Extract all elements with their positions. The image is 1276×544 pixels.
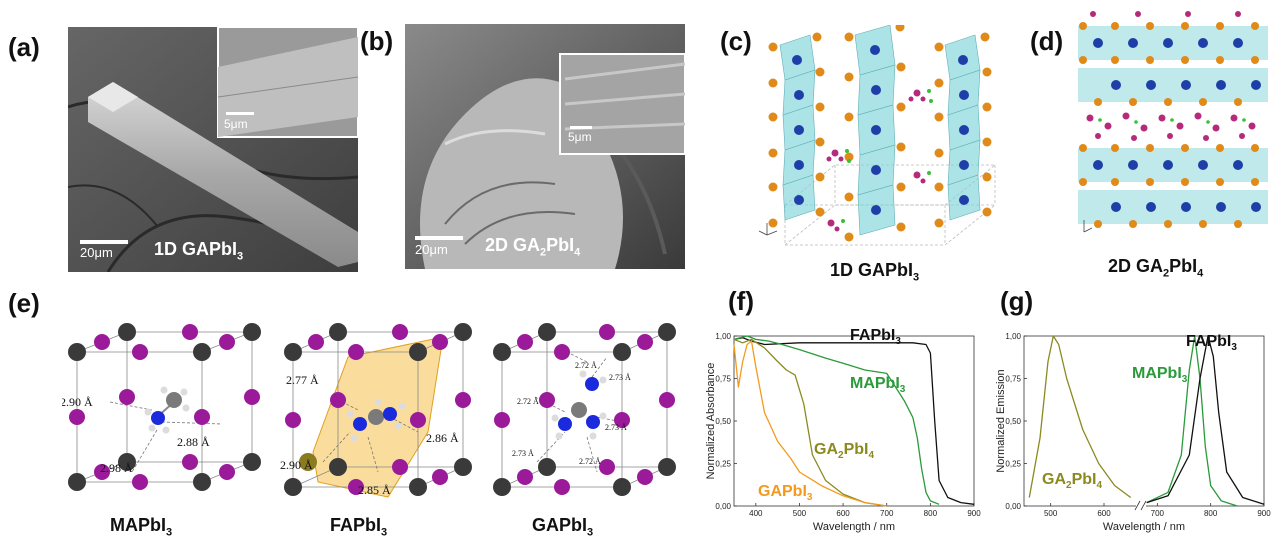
- y-tick-label: 0,00: [715, 502, 731, 511]
- scale-bar-inset-a: 5μm: [224, 117, 248, 131]
- series-label-ga2pbi4: GA2PbI4: [1042, 471, 1102, 491]
- distance-label: 2.90 Å: [62, 395, 93, 409]
- distance-label: 2.88 Å: [177, 435, 210, 449]
- panel-label-e: (e): [8, 288, 40, 318]
- x-tick-label: 600: [1097, 509, 1111, 518]
- scale-bar-main-b: 20μm: [415, 242, 448, 257]
- series-label-fapbi3: FAPbI3: [1186, 333, 1237, 353]
- series-line-ga2: [733, 338, 887, 507]
- x-tick-label: 700: [880, 509, 894, 518]
- structure-mapbi3-drawing: 2.90 Å 2.88 Å 2.98 Å: [60, 323, 261, 491]
- series-line-gapbi3: [733, 340, 887, 507]
- distance-label: 2.72 Å: [579, 457, 601, 466]
- sem-label-a: 1D GAPbI3: [154, 239, 244, 263]
- distance-label: 2.73 Å: [512, 449, 534, 458]
- y-tick-label: 0,25: [1005, 460, 1021, 469]
- distance-label: 2.73 Å: [609, 373, 631, 382]
- caption-1d-gapbi3: 1D GAPbI3: [830, 260, 920, 284]
- distance-label: 2.72 Å: [517, 397, 539, 406]
- series-line-ga2: [1028, 335, 1132, 499]
- panel-label-f: (f): [728, 286, 754, 316]
- axis-break-icon: [1134, 500, 1147, 511]
- x-tick-label: 800: [1204, 509, 1218, 518]
- y-tick-label: 0,00: [1005, 502, 1021, 511]
- series-line-mapbi3: [1146, 335, 1238, 507]
- x-tick-label: 400: [749, 509, 763, 518]
- x-tick-label: 900: [1257, 509, 1271, 518]
- y-tick-label: 0,50: [1005, 417, 1021, 426]
- distance-label: 2.72 Å: [575, 361, 597, 370]
- scale-bar-main-a: 20μm: [80, 245, 113, 260]
- panel-label-a: (a): [8, 32, 40, 62]
- y-axis-label: Normalized Emission: [995, 369, 1007, 472]
- series-label-mapbi3: MAPbI3: [1132, 365, 1188, 385]
- axes-indicator-d: [1083, 220, 1093, 233]
- series-label-fapbi3: FAPbI3: [850, 327, 901, 347]
- distance-label: 2.73 Å: [605, 423, 627, 432]
- crystal-structure-2d: [1078, 11, 1268, 233]
- sem-image-1d-gapbi3: 20μm 5μm 1D GAPbI3: [68, 27, 358, 272]
- x-axis-label: Wavelength / nm: [1103, 521, 1185, 533]
- distance-label: 2.98 Å: [100, 461, 133, 475]
- scale-bar-inset-b: 5μm: [568, 130, 592, 144]
- structure-fapbi3: 2.77 Å 2.86 Å 2.90 Å 2.85 Å: [278, 322, 483, 512]
- y-tick-label: 1,00: [1005, 332, 1021, 341]
- x-tick-label: 800: [924, 509, 938, 518]
- y-tick-label: 0,25: [715, 460, 731, 469]
- sem-image-1d-drawing: [68, 27, 358, 272]
- distance-label: 2.85 Å: [358, 483, 391, 497]
- caption-2d-ga2pbi4: 2D GA2PbI4: [1108, 256, 1204, 280]
- series-label-mapbi3: MAPbI3: [850, 375, 906, 395]
- caption-gapbi3: GAPbI3: [532, 515, 594, 539]
- x-tick-label: 900: [967, 509, 981, 518]
- series-line-mapbi3: [733, 335, 940, 505]
- emission-chart: 500 600 700 800 900 0,00 0,25 0,50 0,75 1,00 Wave…: [990, 318, 1272, 536]
- distance-label: 2.77 Å: [286, 373, 319, 387]
- caption-fapbi3: FAPbI3: [330, 515, 388, 539]
- y-tick-label: 0,50: [715, 417, 731, 426]
- structure-mapbi3: 2.90 Å 2.88 Å 2.98 Å: [60, 322, 272, 512]
- y-axis-label: Normalized Absorbance: [705, 363, 717, 480]
- sem-label-b: 2D GA2PbI4: [485, 235, 581, 259]
- series-line-fapbi3: [1146, 335, 1265, 505]
- x-axis-label: Wavelength / nm: [813, 521, 895, 533]
- panel-label-c: (c): [720, 26, 752, 56]
- axes-indicator-c: [758, 223, 778, 236]
- structure-gapbi3: 2.72 Å 2.73 Å 2.72 Å 2.73 Å 2.73 Å 2.72 …: [487, 322, 682, 512]
- sem-image-2d-ga2pbi4: 20μm 5μm 2D GA2PbI4: [405, 24, 685, 269]
- y-tick-label: 0,75: [715, 375, 731, 384]
- sem-image-2d-drawing: [405, 24, 685, 269]
- structure-gapbi3-drawing: 2.72 Å 2.73 Å 2.72 Å 2.73 Å 2.73 Å 2.72 …: [493, 323, 676, 496]
- panel-label-b: (b): [360, 26, 394, 56]
- absorbance-chart: 400 500 600 700 800 900 0,00 0,25 0,50 0,75 1,00 W…: [700, 318, 982, 536]
- x-tick-label: 600: [836, 509, 850, 518]
- x-tick-label: 500: [793, 509, 807, 518]
- crystal-structure-1d: [758, 25, 997, 246]
- distance-label: 2.90 Å: [280, 458, 313, 472]
- structure-fapbi3-drawing: 2.77 Å 2.86 Å 2.90 Å 2.85 Å: [280, 323, 472, 498]
- x-tick-label: 700: [1151, 509, 1165, 518]
- y-tick-label: 0,75: [1005, 375, 1021, 384]
- y-tick-label: 1,00: [715, 332, 731, 341]
- distance-label: 2.86 Å: [426, 431, 459, 445]
- caption-mapbi3: MAPbI3: [110, 515, 173, 539]
- panel-label-d: (d): [1030, 26, 1064, 56]
- panel-label-g: (g): [1000, 286, 1034, 316]
- series-label-gapbi3: GAPbI3: [758, 483, 813, 503]
- x-tick-label: 500: [1044, 509, 1058, 518]
- series-label-ga2pbi4: GA2PbI4: [814, 441, 874, 461]
